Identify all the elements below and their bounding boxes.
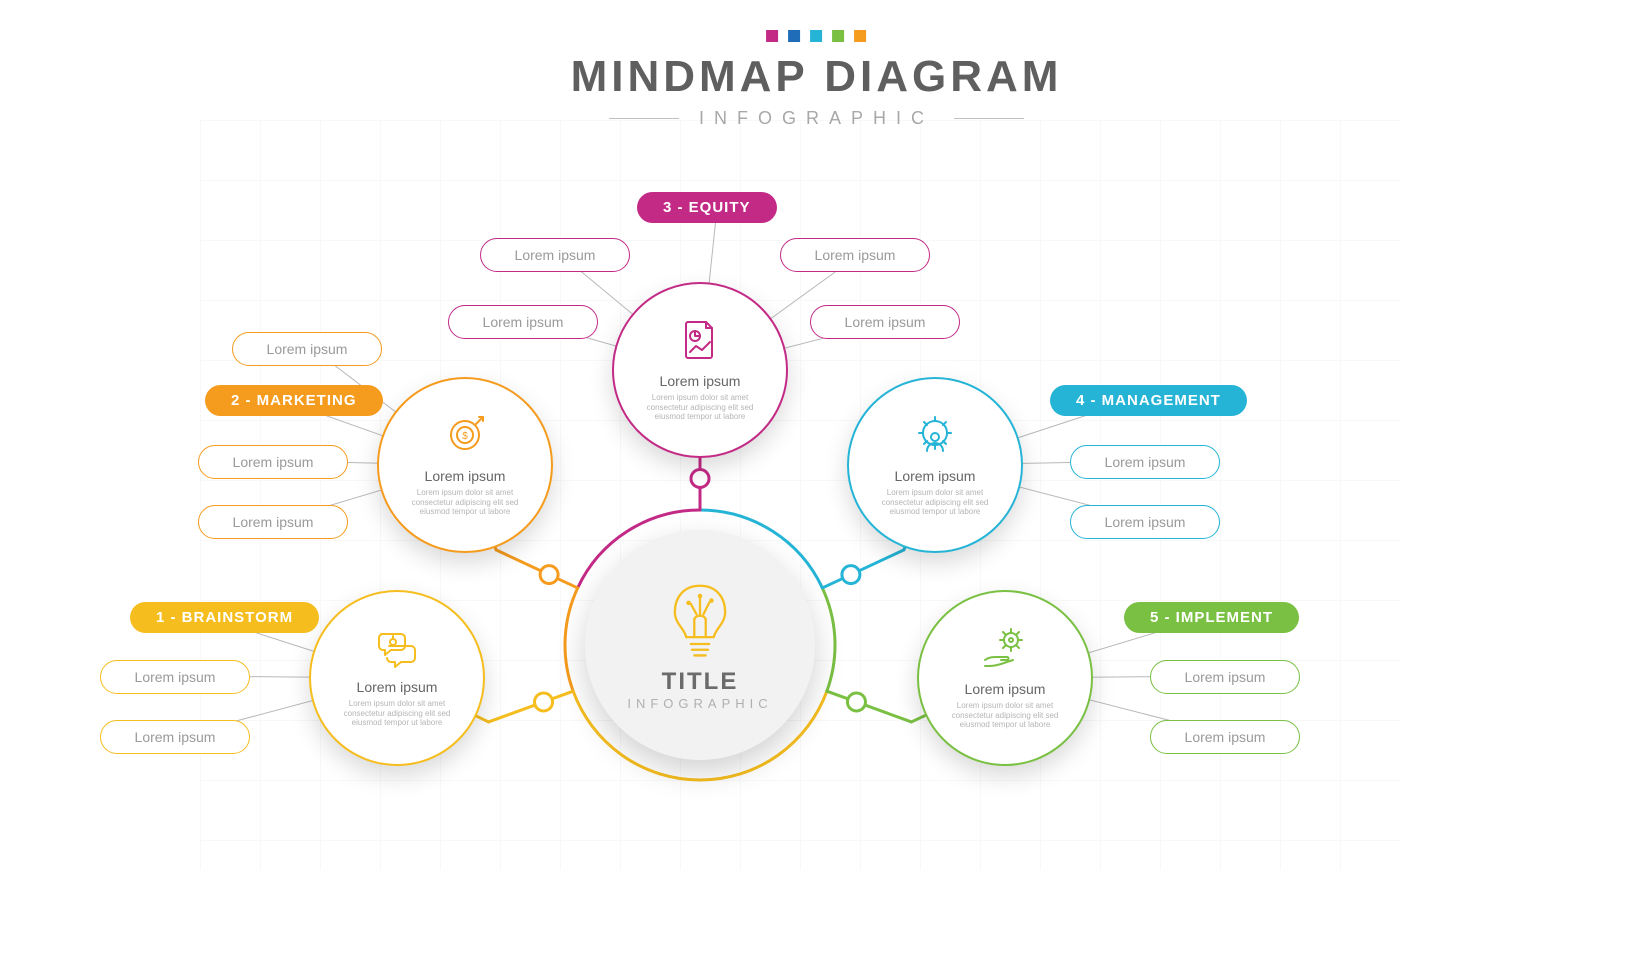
header-dot <box>855 30 867 42</box>
category-label-2: 2 - MARKETING <box>205 385 383 416</box>
category-label-3: 3 - EQUITY <box>637 192 777 223</box>
node-title: Lorem ipsum <box>357 679 438 695</box>
header-dot <box>833 30 845 42</box>
sub-item: Lorem ipsum <box>1070 505 1220 539</box>
node-icon: $ <box>443 413 487 462</box>
sub-item: Lorem ipsum <box>100 660 250 694</box>
node-desc: Lorem ipsum dolor sit amet consectetur a… <box>937 701 1073 730</box>
node-icon <box>375 628 419 673</box>
node-3: Lorem ipsum Lorem ipsum dolor sit amet c… <box>612 282 788 458</box>
node-title: Lorem ipsum <box>660 373 741 389</box>
header-dot <box>767 30 779 42</box>
node-title: Lorem ipsum <box>425 468 506 484</box>
center-node: TITLE INFOGRAPHIC <box>585 530 815 760</box>
node-desc: Lorem ipsum dolor sit amet consectetur a… <box>632 393 768 422</box>
node-title: Lorem ipsum <box>895 468 976 484</box>
diagram-stage: MINDMAP DIAGRAM INFOGRAPHIC Lorem ipsum … <box>0 0 1633 980</box>
node-desc: Lorem ipsum dolor sit amet consectetur a… <box>867 488 1003 517</box>
lightbulb-icon <box>665 580 735 660</box>
category-label-1: 1 - BRAINSTORM <box>130 602 319 633</box>
node-5: Lorem ipsum Lorem ipsum dolor sit amet c… <box>917 590 1093 766</box>
node-icon <box>680 318 720 367</box>
category-label-5: 5 - IMPLEMENT <box>1124 602 1299 633</box>
svg-text:$: $ <box>462 431 468 442</box>
node-1: Lorem ipsum Lorem ipsum dolor sit amet c… <box>309 590 485 766</box>
rule-left <box>609 118 679 119</box>
center-subtitle: INFOGRAPHIC <box>627 696 772 711</box>
sub-item: Lorem ipsum <box>1150 660 1300 694</box>
category-label-4: 4 - MANAGEMENT <box>1050 385 1247 416</box>
connectors-layer <box>0 0 1633 980</box>
rule-right <box>954 118 1024 119</box>
sub-item: Lorem ipsum <box>232 332 382 366</box>
sub-item: Lorem ipsum <box>810 305 960 339</box>
center-title: TITLE <box>662 668 739 696</box>
page-subtitle: INFOGRAPHIC <box>699 108 934 129</box>
node-title: Lorem ipsum <box>965 681 1046 697</box>
node-4: Lorem ipsum Lorem ipsum dolor sit amet c… <box>847 377 1023 553</box>
subtitle-row: INFOGRAPHIC <box>571 108 1063 129</box>
node-icon <box>981 626 1029 675</box>
node-desc: Lorem ipsum dolor sit amet consectetur a… <box>397 488 533 517</box>
sub-item: Lorem ipsum <box>198 445 348 479</box>
header-dot <box>811 30 823 42</box>
sub-item: Lorem ipsum <box>780 238 930 272</box>
node-icon <box>912 413 958 462</box>
node-2: $ Lorem ipsum Lorem ipsum dolor sit amet… <box>377 377 553 553</box>
sub-item: Lorem ipsum <box>100 720 250 754</box>
sub-item: Lorem ipsum <box>1150 720 1300 754</box>
header-dot <box>789 30 801 42</box>
sub-item: Lorem ipsum <box>1070 445 1220 479</box>
header: MINDMAP DIAGRAM INFOGRAPHIC <box>571 30 1063 129</box>
sub-item: Lorem ipsum <box>198 505 348 539</box>
sub-item: Lorem ipsum <box>480 238 630 272</box>
page-title: MINDMAP DIAGRAM <box>571 52 1063 102</box>
header-dots <box>571 30 1063 42</box>
node-desc: Lorem ipsum dolor sit amet consectetur a… <box>329 699 465 728</box>
sub-item: Lorem ipsum <box>448 305 598 339</box>
